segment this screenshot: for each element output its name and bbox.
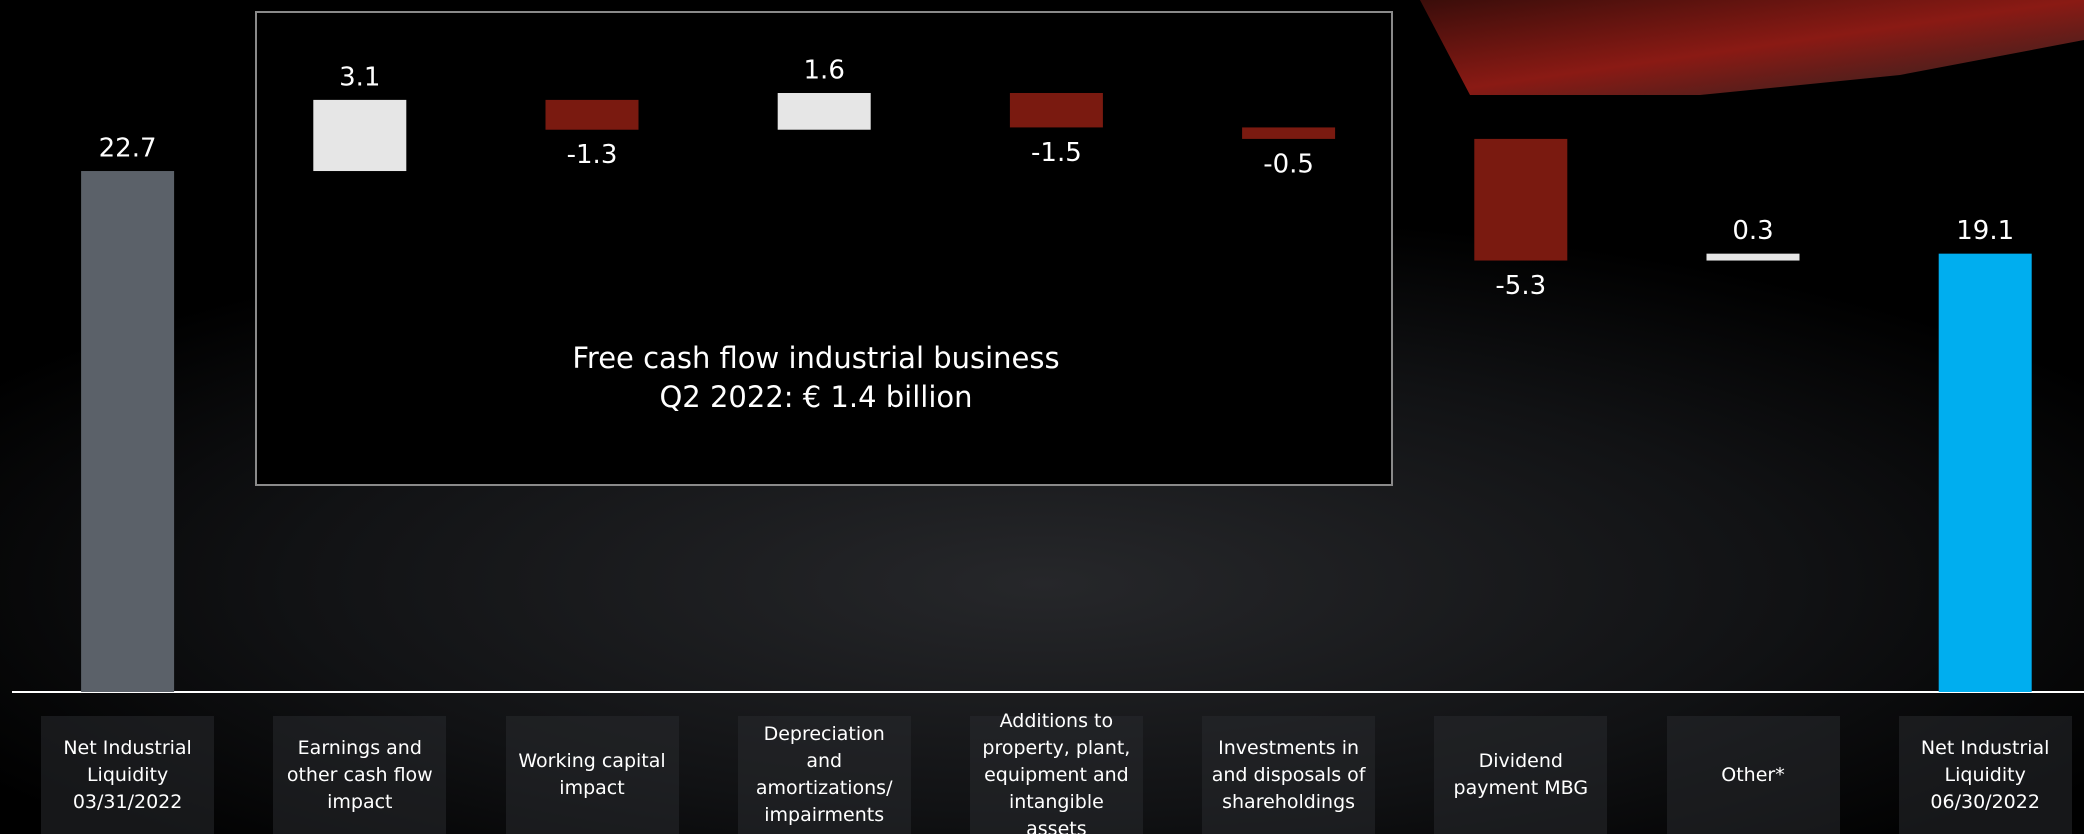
- annotation: Free cash flow industrial business: [572, 341, 1059, 375]
- value-label: -0.5: [1263, 149, 1314, 179]
- category-label: Dividend payment MBG: [1434, 716, 1608, 834]
- value-label: 0.3: [1732, 216, 1773, 246]
- value-label: -1.5: [1031, 138, 1082, 168]
- bar: [1474, 138, 1568, 261]
- category-label: Earnings and other cash flow impact: [273, 716, 447, 834]
- bar: [1009, 93, 1103, 128]
- value-label: 19.1: [1956, 216, 2014, 246]
- category-label: Other*: [1666, 716, 1840, 834]
- bar: [545, 99, 639, 130]
- category-label: Investments in and disposals of sharehol…: [1202, 716, 1376, 834]
- value-label: 1.6: [804, 56, 845, 86]
- bar: [1938, 253, 2032, 692]
- annotation-box: [255, 11, 1393, 486]
- category-label: Depreciation and amortizations/ impairme…: [737, 716, 911, 834]
- annotation: Q2 2022: € 1.4 billion: [659, 380, 972, 414]
- category-label: Net Industrial Liquidity 03/31/2022: [41, 716, 215, 834]
- bar: [313, 99, 407, 172]
- value-label: -1.3: [567, 140, 618, 170]
- photo-decoration: [1420, 0, 2084, 95]
- category-label: Net Industrial Liquidity 06/30/2022: [1898, 716, 2072, 834]
- bar: [1242, 127, 1336, 139]
- bar: [81, 171, 175, 692]
- category-label: Additions to property, plant, equipment …: [969, 710, 1143, 834]
- value-label: -5.3: [1495, 271, 1546, 301]
- bar: [777, 93, 871, 130]
- category-label: Working capital impact: [505, 716, 679, 834]
- value-label: 3.1: [339, 62, 380, 92]
- value-label: 22.7: [99, 134, 157, 164]
- bar: [1706, 253, 1800, 261]
